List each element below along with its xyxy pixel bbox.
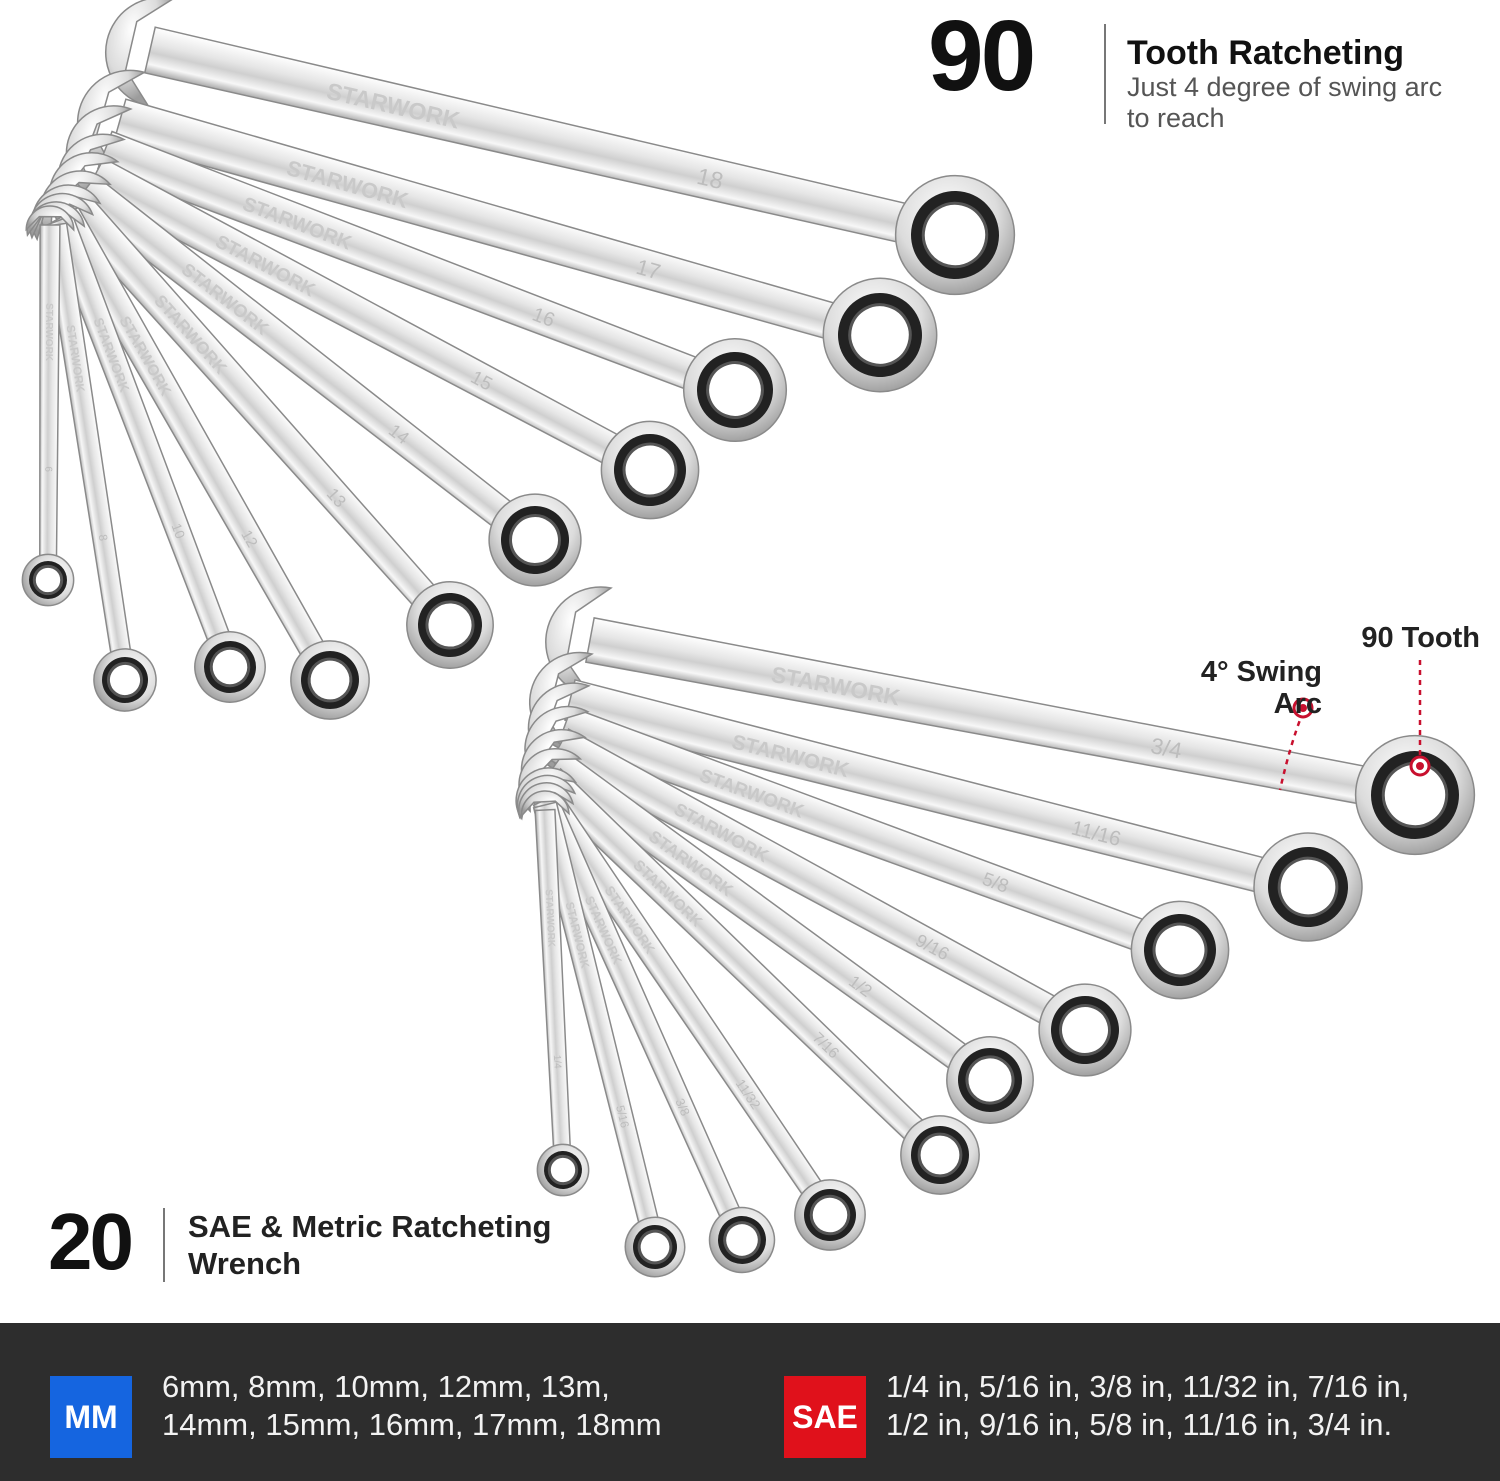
headline-divider [1104, 24, 1106, 124]
wrench: STARWORK 5/16 [518, 782, 686, 1278]
mm-size-list: 6mm, 8mm, 10mm, 12mm, 13m, 14mm, 15mm, 1… [162, 1369, 662, 1442]
wrench-illustration: STARWORK18STARWORK17STARWORK16STARWORK15… [21, 0, 1476, 1278]
headline-number: 90 [928, 0, 1036, 112]
wrench-size-label: 1/4 [551, 1055, 563, 1070]
wrench: STARWORK 6 [21, 205, 75, 607]
swing-arc-marker [1278, 697, 1314, 791]
metric-wrench-set: STARWORK18STARWORK17STARWORK16STARWORK15… [21, 0, 1016, 720]
wrench-size-label: 12 [237, 527, 260, 550]
sae-wrench-set: STARWORK3/4STARWORK11/16STARWORK5/8STARW… [515, 586, 1476, 1278]
sae-badge: SAE [784, 1376, 866, 1458]
wrench-size-label: 5/16 [613, 1104, 631, 1129]
headline-title: Tooth Ratcheting [1127, 34, 1404, 72]
wrench-size-label: 10 [169, 521, 188, 540]
size-footer: MM 6mm, 8mm, 10mm, 12mm, 13m, 14mm, 15mm… [0, 1323, 1500, 1481]
set-count-number: 20 [48, 1197, 134, 1286]
wrench-size-label: 8 [96, 533, 110, 541]
set-count-divider [163, 1208, 165, 1282]
tooth-marker [1409, 660, 1431, 777]
wrench: STARWORK 8 [26, 201, 157, 712]
wrench-brand-label: STARWORK [543, 889, 557, 948]
wrench-size-label: 3/8 [672, 1096, 692, 1118]
wrench: STARWORK 1/4 [520, 790, 590, 1197]
set-count-title: SAE & Metric Ratcheting Wrench [188, 1209, 552, 1281]
wrench: STARWORK 12 [31, 184, 370, 720]
wrench-size-label: 18 [695, 163, 726, 194]
tooth-ratcheting-headline: 90 Tooth Ratcheting Just 4 degree of swi… [928, 6, 1488, 133]
wrench-size-label: 3/4 [1149, 733, 1184, 763]
wrench-brand-label: STARWORK [43, 303, 54, 362]
headline-subtitle: Just 4 degree of swing arc to reach [1127, 72, 1443, 133]
mm-badge: MM [50, 1376, 132, 1458]
wrench-size-label: 6 [42, 466, 53, 472]
sae-size-list: 1/4 in, 5/16 in, 3/8 in, 11/32 in, 7/16 … [886, 1369, 1410, 1442]
set-count-headline: 20 SAE & Metric Ratcheting Wrench [48, 1197, 551, 1288]
swing-arc-callout: 4° Swing Arc [1200, 656, 1322, 720]
tooth-callout: 90 Tooth [1361, 622, 1480, 654]
